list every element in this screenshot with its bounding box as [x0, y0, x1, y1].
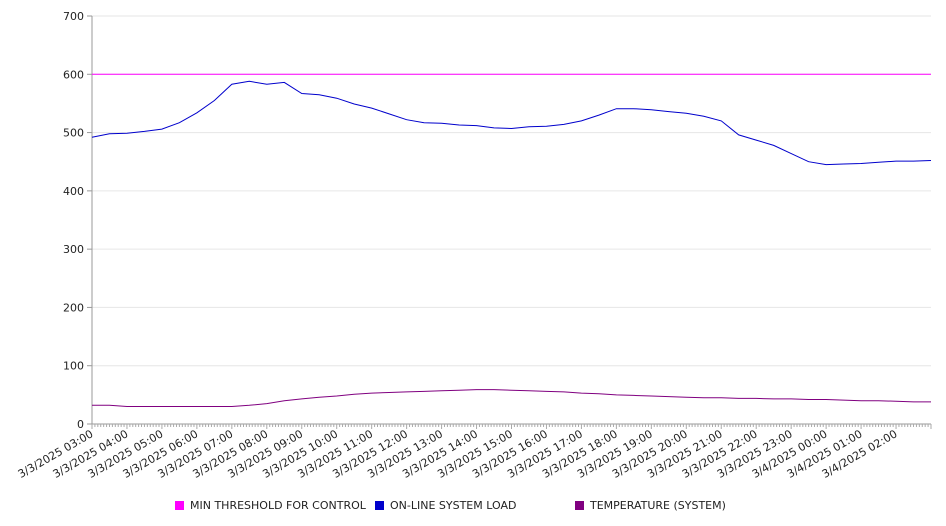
legend-item-temperature: TEMPERATURE (SYSTEM) — [575, 497, 726, 513]
y-tick-label: 600 — [63, 68, 84, 81]
y-tick-label: 0 — [77, 418, 84, 431]
y-axis: 0 100 200 300 400 500 600 700 — [63, 10, 92, 431]
legend-swatch-min-threshold — [175, 500, 184, 510]
legend-item-min-threshold: MIN THRESHOLD FOR CONTROL — [175, 497, 366, 513]
legend: MIN THRESHOLD FOR CONTROL ON-LINE SYSTEM… — [0, 497, 946, 515]
y-tick-label: 700 — [63, 10, 84, 23]
y-tick-label: 400 — [63, 185, 84, 198]
x-axis: 3/3/2025 03:003/3/2025 04:003/3/2025 05:… — [16, 424, 932, 481]
legend-swatch-temperature — [575, 500, 584, 510]
legend-swatch-system-load — [375, 500, 384, 510]
legend-item-system-load: ON-LINE SYSTEM LOAD — [375, 497, 516, 513]
y-tick-label: 200 — [63, 301, 84, 314]
series-line-system-load — [91, 80, 932, 166]
legend-label-system-load: ON-LINE SYSTEM LOAD — [390, 498, 517, 512]
legend-label-temperature: TEMPERATURE (SYSTEM) — [590, 498, 726, 512]
series-line-temperature — [92, 389, 931, 407]
y-tick-label: 300 — [63, 243, 84, 256]
series-lines — [91, 73, 932, 407]
legend-label-min-threshold: MIN THRESHOLD FOR CONTROL — [190, 498, 366, 512]
y-tick-label: 100 — [63, 360, 84, 373]
axes — [91, 16, 931, 425]
y-tick-label: 500 — [63, 127, 84, 140]
grid — [92, 15, 931, 367]
